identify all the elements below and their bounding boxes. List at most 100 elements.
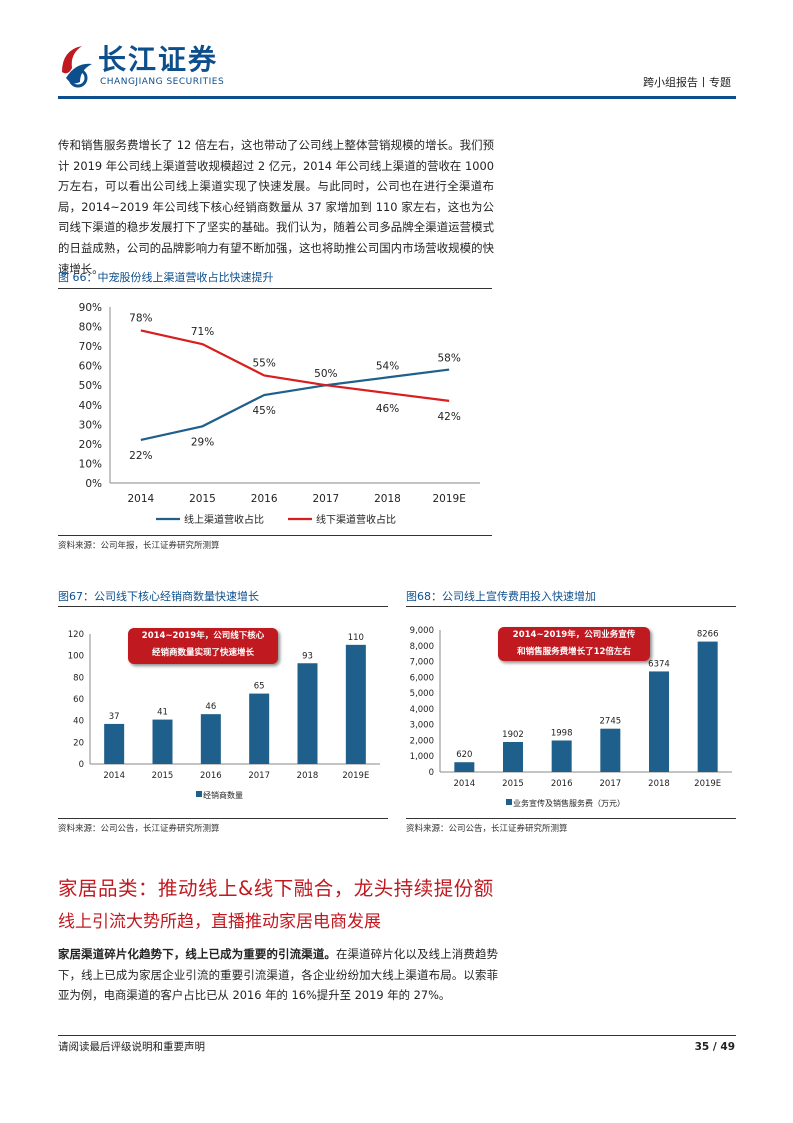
y-tick-label: 50% <box>79 380 102 392</box>
bar <box>697 641 718 772</box>
fig68-bottom-rule <box>406 818 736 819</box>
fig67-title: 图67：公司线下核心经销商数量快速增长 <box>58 590 259 603</box>
data-label: 2745 <box>600 717 622 727</box>
data-label: 65 <box>254 682 265 692</box>
bar <box>503 741 523 772</box>
x-tick-label: 2014 <box>127 493 154 505</box>
y-tick-label: 100 <box>68 652 84 662</box>
legend-swatch <box>506 799 512 805</box>
y-tick-label: 40 <box>73 717 84 727</box>
sub-heading: 线上引流大势所趋，直播推动家居电商发展 <box>58 912 381 932</box>
y-tick-label: 80% <box>79 322 102 334</box>
y-tick-label: 60% <box>79 361 102 373</box>
data-label: 22% <box>129 450 152 462</box>
legend-label: 线下渠道营收占比 <box>316 513 396 526</box>
x-tick-label: 2017 <box>600 779 622 789</box>
fig68-bar-chart: 0 1,000 2,000 3,000 4,000 5,000 6,000 7,000 8,00… <box>410 626 732 808</box>
data-label: 110 <box>348 633 364 643</box>
y-tick-label: 90% <box>79 302 102 314</box>
data-label: 58% <box>437 353 460 365</box>
report-type: 跨小组报告丨专题 <box>643 76 731 89</box>
y-tick-label: 3,000 <box>410 721 434 731</box>
fig67-callout-line1: 2014~2019年，公司线下核心 <box>141 631 265 641</box>
y-tick-label: 6,000 <box>410 673 434 683</box>
series-line-online <box>140 368 450 442</box>
y-tick-label: 80 <box>73 673 84 683</box>
body-paragraph-lead: 家居渠道碎片化趋势下，线上已成为重要的引流渠道。 <box>58 947 336 961</box>
y-tick-label: 20 <box>73 738 84 748</box>
fig67-rule <box>58 606 388 607</box>
y-tick-label: 5,000 <box>410 689 434 699</box>
data-label: 71% <box>191 326 214 338</box>
y-tick-label: 7,000 <box>410 658 434 668</box>
x-tick-label: 2016 <box>251 493 278 505</box>
y-tick-label: 0 <box>79 760 84 770</box>
data-label: 620 <box>456 750 472 760</box>
y-tick-label: 0 <box>429 768 434 778</box>
fig66-source: 资料来源：公司年报，长江证券研究所测算 <box>58 541 220 551</box>
x-tick-label: 2015 <box>152 771 174 781</box>
y-tick-label: 60 <box>73 695 84 705</box>
fig68-callout: 2014~2019年，公司业务宣传 和销售服务费增长了12倍左右 <box>498 627 650 661</box>
x-tick-label: 2014 <box>103 771 125 781</box>
bar <box>297 663 318 764</box>
bar <box>345 644 366 764</box>
data-label: 37 <box>109 712 120 722</box>
fig68-title: 图68：公司线上宣传费用投入快速增加 <box>406 590 596 603</box>
data-label: 93 <box>302 651 313 661</box>
y-tick-label: 70% <box>79 341 102 353</box>
legend-label: 线上渠道营收占比 <box>184 513 264 526</box>
body-paragraph-rest: 在渠道碎片化以及线上消费趋势下，线上已成为家居企业引流的重要引流渠道，各企业纷纷… <box>58 947 498 1003</box>
fig66-title: 图 66：中宠股份线上渠道营收占比快速提升 <box>58 271 274 284</box>
data-label: 55% <box>252 357 275 369</box>
x-tick-label: 2019E <box>432 493 465 505</box>
y-tick-label: 120 <box>68 630 84 640</box>
intro-paragraph: 传和销售服务费增长了 12 倍左右，这也带动了公司线上整体营销规模的增长。我们预… <box>58 138 494 276</box>
fig67-source: 资料来源：公司公告，长江证券研究所测算 <box>58 824 220 834</box>
x-tick-label: 2016 <box>200 771 222 781</box>
x-tick-label: 2018 <box>297 771 319 781</box>
data-label: 46 <box>205 702 216 712</box>
x-tick-label: 2015 <box>502 779 524 789</box>
y-tick-label: 20% <box>79 439 102 451</box>
legend-label: 经销商数量 <box>203 790 243 800</box>
data-label: 46% <box>376 403 399 415</box>
legend-label: 业务宣传及销售服务费（万元） <box>513 798 625 808</box>
y-tick-label: 9,000 <box>410 626 434 636</box>
x-tick-label: 2019E <box>694 779 721 789</box>
section-heading: 家居品类：推动线上&线下融合，龙头持续提份额 <box>58 877 494 900</box>
bar <box>551 740 572 772</box>
fig67-callout: 2014~2019年，公司线下核心 经销商数量实现了快速增长 <box>128 628 278 664</box>
y-tick-label: 0% <box>85 478 102 490</box>
fig66-rule <box>58 288 492 289</box>
bar <box>249 693 270 764</box>
x-tick-label: 2015 <box>189 493 216 505</box>
bar <box>649 671 669 772</box>
y-tick-label: 2,000 <box>410 736 434 746</box>
x-tick-label: 2017 <box>312 493 339 505</box>
logo-text: 长江证券 <box>98 43 219 76</box>
y-tick-label: 4,000 <box>410 705 434 715</box>
x-tick-label: 2019E <box>342 771 369 781</box>
y-tick-label: 10% <box>79 458 102 470</box>
y-tick-label: 1,000 <box>410 752 434 762</box>
x-tick-label: 2018 <box>374 493 401 505</box>
fig68-callout-line2: 和销售服务费增长了12倍左右 <box>517 647 631 657</box>
legend-swatch <box>196 791 202 797</box>
y-tick-label: 8,000 <box>410 642 434 652</box>
data-label: 6374 <box>648 659 670 669</box>
fig68-rule <box>406 606 736 607</box>
data-label: 41 <box>157 708 168 718</box>
y-tick-label: 40% <box>79 400 102 412</box>
fig66-line-chart: 0% 10% 20% 30% 40% 50% 60% 70% 80% 90% 2014 2015 201… <box>79 302 480 526</box>
data-label: 1998 <box>551 728 573 738</box>
header-divider <box>58 96 736 99</box>
data-label: 1902 <box>502 730 524 740</box>
fig67-bottom-rule <box>58 818 388 819</box>
logo-subtext: CHANGJIANG SECURITIES <box>100 77 225 87</box>
series-line-offline <box>140 329 450 402</box>
y-tick-label: 30% <box>79 419 102 431</box>
data-label: 78% <box>129 312 152 324</box>
fig68-source: 资料来源：公司公告，长江证券研究所测算 <box>406 824 568 834</box>
fig66-bottom-rule <box>58 535 492 536</box>
